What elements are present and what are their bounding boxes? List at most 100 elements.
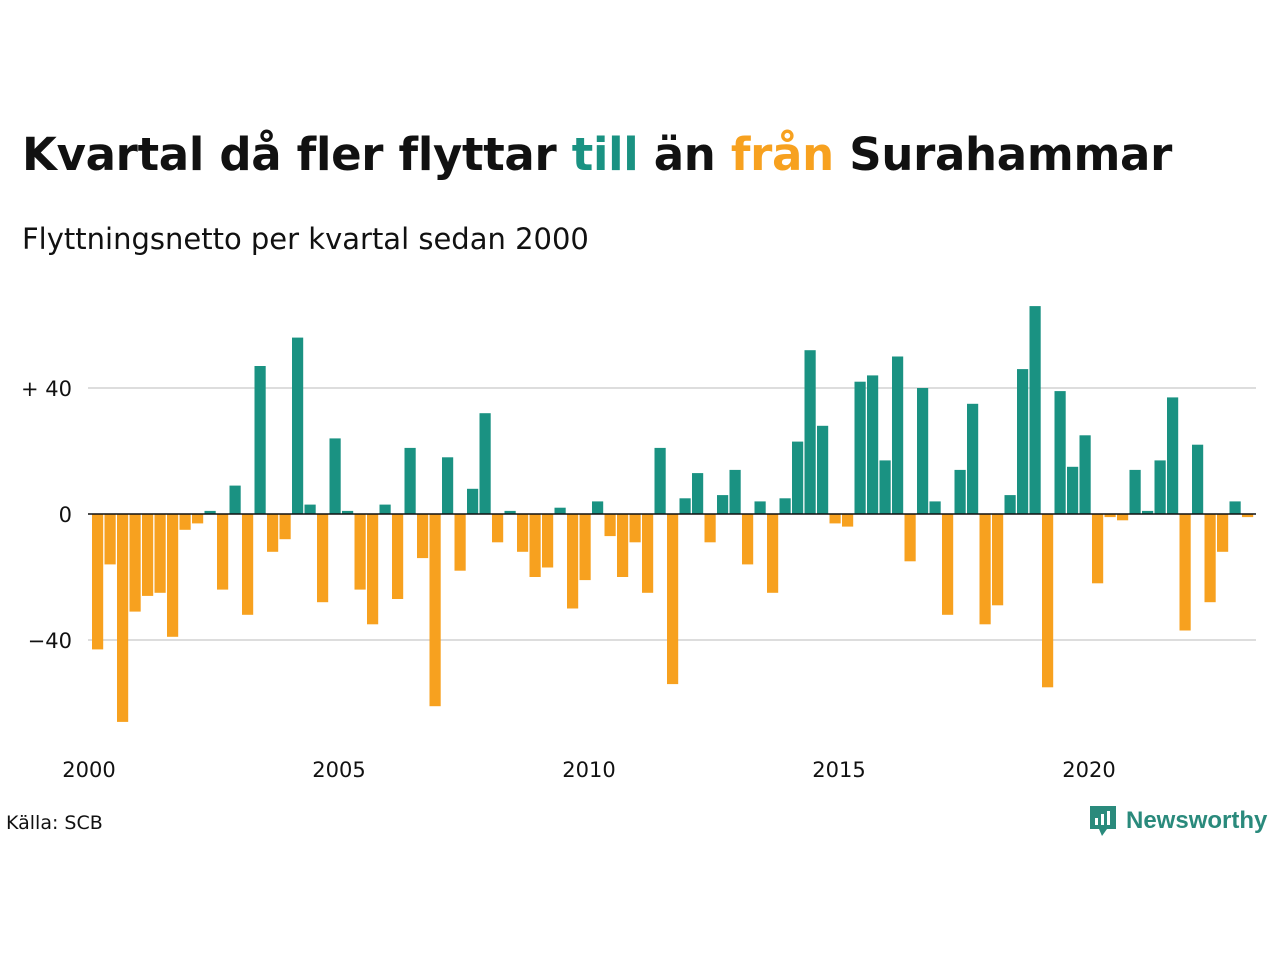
bar (1167, 397, 1179, 514)
bar (504, 510, 516, 514)
bar (867, 375, 879, 514)
bar (604, 514, 616, 537)
bar (217, 514, 229, 590)
bar (192, 514, 204, 524)
x-tick-label: 2015 (812, 758, 865, 782)
bar (1079, 435, 1091, 515)
bar (454, 514, 466, 571)
bar (467, 488, 479, 514)
bar (717, 495, 729, 514)
bar (904, 514, 916, 562)
bar (1242, 514, 1254, 518)
bar (579, 514, 591, 581)
bar (592, 501, 604, 514)
bar (642, 514, 654, 593)
bar (342, 510, 354, 514)
bar (404, 447, 416, 514)
bar-chart: + 40 0 −40 2000 2005 2010 2015 2020 (21, 306, 1256, 782)
bar (204, 510, 216, 514)
y-axis-labels: + 40 0 −40 (21, 377, 72, 653)
bar (729, 469, 741, 514)
bar (379, 504, 391, 514)
bar (667, 514, 679, 685)
bar (304, 504, 316, 514)
bar (929, 501, 941, 514)
bar (1129, 469, 1141, 514)
bar (917, 388, 929, 514)
bar (704, 514, 716, 543)
bar (954, 469, 966, 514)
newsworthy-logo-icon (1090, 806, 1116, 836)
bar (942, 514, 954, 615)
bar (554, 507, 566, 514)
y-tick-label: + 40 (21, 377, 72, 401)
x-tick-label: 2000 (62, 758, 115, 782)
bars (92, 306, 1254, 722)
bar (1067, 466, 1079, 515)
bar (767, 514, 779, 593)
bar (242, 514, 254, 615)
bar (617, 514, 629, 577)
bar (842, 514, 854, 527)
bar (279, 514, 291, 540)
bar (392, 514, 404, 599)
bar (742, 514, 754, 565)
title-part-1: Kvartal då fler flyttar (22, 128, 572, 181)
bar (254, 366, 266, 514)
bar (654, 447, 666, 514)
bar (854, 381, 866, 514)
bar (1017, 369, 1029, 514)
bar (754, 501, 766, 514)
y-tick-label: 0 (59, 503, 72, 527)
bar (542, 514, 554, 568)
chart-title: Kvartal då fler flyttar till än från Sur… (22, 128, 1172, 181)
bar (829, 514, 841, 524)
bar (104, 514, 116, 565)
bar (1004, 495, 1016, 514)
title-highlight-till: till (571, 128, 639, 181)
bar (1179, 514, 1191, 631)
bar (1117, 514, 1129, 521)
bar (1092, 514, 1104, 584)
bar (1192, 444, 1204, 514)
bar (529, 514, 541, 577)
bar (429, 514, 441, 707)
bar (1029, 306, 1041, 514)
x-tick-label: 2010 (562, 758, 615, 782)
bar (492, 514, 504, 543)
bar (692, 473, 704, 514)
bar (967, 403, 979, 515)
bar (679, 498, 691, 515)
bar (1142, 510, 1154, 514)
bar (367, 514, 379, 625)
bar (92, 514, 104, 650)
bar (1204, 514, 1216, 603)
bar (167, 514, 179, 637)
bar (879, 460, 891, 514)
x-tick-label: 2005 (312, 758, 365, 782)
bar (479, 413, 491, 514)
bar (142, 514, 154, 596)
bar (979, 514, 991, 625)
bar (804, 350, 816, 514)
bar (567, 514, 579, 609)
bar (154, 514, 166, 593)
bar (329, 438, 341, 514)
bar (1042, 514, 1054, 688)
bar (442, 457, 454, 514)
bar (292, 337, 304, 514)
bar (892, 356, 904, 514)
bar (1217, 514, 1229, 552)
brand-logo: Newsworthy (1088, 804, 1267, 838)
bar (117, 514, 129, 722)
chart-subtitle: Flyttningsnetto per kvartal sedan 2000 (22, 222, 589, 256)
bar (779, 498, 791, 515)
bar (1154, 460, 1166, 514)
bar (267, 514, 279, 552)
bar (792, 441, 804, 515)
bar (229, 485, 241, 514)
title-part-3: än (638, 128, 731, 181)
bar (129, 514, 141, 612)
x-axis-labels: 2000 2005 2010 2015 2020 (62, 758, 1115, 782)
bar (1054, 391, 1066, 514)
